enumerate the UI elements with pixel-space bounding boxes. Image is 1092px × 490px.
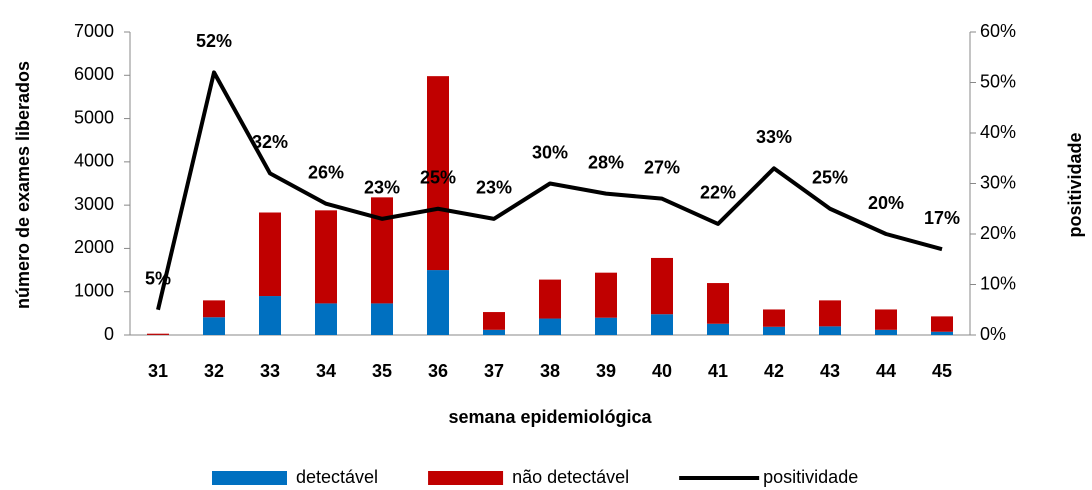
x-tick-label: 44: [876, 361, 896, 381]
x-tick-label: 38: [540, 361, 560, 381]
data-label: 23%: [364, 178, 400, 198]
bar: [819, 326, 841, 335]
data-label: 32%: [252, 132, 288, 152]
y2-tick-label: 40%: [980, 122, 1016, 142]
x-tick-label: 31: [148, 361, 168, 381]
x-axis-title: semana epidemiológica: [448, 407, 652, 427]
y2-tick-label: 0%: [980, 324, 1006, 344]
bar: [259, 296, 281, 335]
x-tick-label: 35: [372, 361, 392, 381]
bar: [539, 318, 561, 335]
bar: [819, 300, 841, 327]
y-tick-label: 0: [104, 324, 114, 344]
y-tick-label: 3000: [74, 194, 114, 214]
bar: [315, 210, 337, 304]
x-tick-label: 33: [260, 361, 280, 381]
data-label: 27%: [644, 157, 680, 177]
bar: [595, 317, 617, 335]
bar: [203, 317, 225, 335]
y-tick-label: 4000: [74, 151, 114, 171]
bar: [707, 283, 729, 324]
bar: [875, 309, 897, 330]
bar: [763, 326, 785, 335]
y-tick-label: 1000: [74, 280, 114, 300]
x-tick-label: 40: [652, 361, 672, 381]
x-tick-label: 42: [764, 361, 784, 381]
bar: [315, 303, 337, 335]
bar: [595, 272, 617, 318]
y2-tick-label: 10%: [980, 273, 1016, 293]
bar: [931, 316, 953, 332]
data-label: 33%: [756, 127, 792, 147]
legend-swatch: [212, 471, 287, 485]
bar: [427, 270, 449, 335]
data-label: 22%: [700, 183, 736, 203]
data-label: 23%: [476, 178, 512, 198]
bar: [651, 314, 673, 335]
bar: [147, 333, 169, 335]
bar: [483, 329, 505, 335]
y2-tick-label: 60%: [980, 21, 1016, 41]
x-tick-label: 39: [596, 361, 616, 381]
y-tick-label: 5000: [74, 107, 114, 127]
data-label: 28%: [588, 152, 624, 172]
legend-label: não detectável: [512, 467, 629, 487]
x-tick-label: 32: [204, 361, 224, 381]
bar: [371, 303, 393, 335]
bar: [875, 329, 897, 335]
data-label: 26%: [308, 162, 344, 182]
x-tick-label: 36: [428, 361, 448, 381]
line: [156, 70, 943, 311]
bar: [539, 279, 561, 319]
bar: [427, 76, 449, 271]
bar: [763, 309, 785, 327]
bar: [931, 331, 953, 335]
data-label: 5%: [145, 269, 171, 289]
data-label: 52%: [196, 31, 232, 51]
x-tick-label: 41: [708, 361, 728, 381]
data-label: 25%: [812, 168, 848, 188]
y-tick-label: 2000: [74, 237, 114, 257]
y-tick-label: 7000: [74, 21, 114, 41]
bar: [371, 197, 393, 304]
y2-tick-label: 50%: [980, 71, 1016, 91]
y-axis-title: número de exames liberados: [13, 61, 33, 309]
data-label: 17%: [924, 208, 960, 228]
y2-tick-label: 30%: [980, 172, 1016, 192]
bar: [483, 312, 505, 330]
bar: [707, 323, 729, 335]
legend-label: detectável: [296, 467, 378, 487]
x-tick-label: 45: [932, 361, 952, 381]
bar: [203, 300, 225, 318]
x-tick-label: 34: [316, 361, 336, 381]
y-tick-label: 6000: [74, 64, 114, 84]
x-tick-label: 43: [820, 361, 840, 381]
data-label: 20%: [868, 193, 904, 213]
legend-label: positividade: [763, 467, 858, 487]
bar: [651, 257, 673, 315]
legend-swatch: [428, 471, 504, 485]
y2-tick-label: 20%: [980, 223, 1016, 243]
y2-axis-title: positividade: [1065, 132, 1085, 237]
x-tick-label: 37: [484, 361, 504, 381]
bar: [259, 212, 281, 297]
data-label: 30%: [532, 142, 568, 162]
data-label: 25%: [420, 168, 456, 188]
